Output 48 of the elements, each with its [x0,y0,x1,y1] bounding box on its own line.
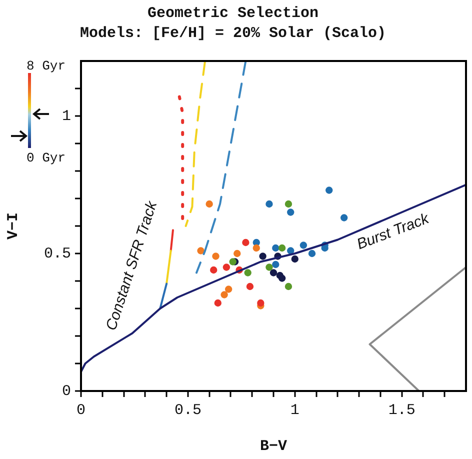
annotation: Burst Track [354,210,433,254]
y-axis-title: V−I [4,212,22,240]
x-tick-label: 0 [76,402,86,419]
point [326,186,333,194]
y-tick-label: 0.5 [44,245,71,262]
point [300,242,308,249]
point [340,214,348,222]
x-axis-title: B−V [260,438,288,455]
y-tick-label: 0 [62,382,71,400]
point [284,282,292,290]
point [291,255,298,263]
point [278,244,286,252]
chart-subtitle: Models: [Fe/H] = 20% Solar (Scalo) [80,24,386,42]
point [278,274,286,282]
point [272,260,280,268]
point [224,286,232,293]
line-series [196,61,247,274]
point [212,252,220,260]
text: 8 Gyr [26,58,66,74]
point [266,264,273,271]
x-tick-label: 1 [290,402,300,419]
point [272,244,280,252]
point [308,250,316,258]
point [284,200,292,208]
point [252,244,260,252]
x-tick-label: 1.5 [388,402,416,419]
point [214,299,222,307]
y-tick-label: 1 [62,108,71,125]
chart-title: Geometric Selection [147,4,319,22]
point [234,250,241,258]
point [229,258,236,266]
point [287,208,294,216]
x-tick-label: 0.5 [174,402,202,419]
point [246,282,254,290]
point [220,291,228,298]
point [259,252,266,260]
point [242,238,250,246]
point [270,269,278,276]
point [244,269,252,276]
line-series [184,61,206,227]
point [210,266,218,274]
text: 0 Gyr [26,150,66,166]
point [287,247,294,254]
point [197,247,204,254]
point [266,200,273,208]
point [206,200,213,208]
point [222,264,230,271]
point [257,299,264,307]
